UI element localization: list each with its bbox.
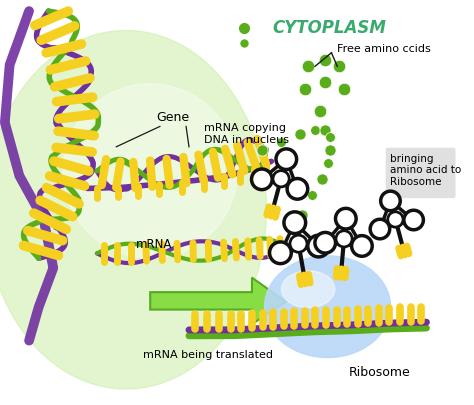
Circle shape (352, 236, 372, 256)
Text: mRNA: mRNA (136, 238, 172, 251)
FancyBboxPatch shape (386, 148, 456, 198)
Text: mRNA copying
DNA in nucleus: mRNA copying DNA in nucleus (203, 124, 289, 145)
Circle shape (370, 219, 390, 239)
Text: CYTOPLASM: CYTOPLASM (273, 19, 386, 36)
Text: Gene: Gene (156, 111, 189, 124)
Circle shape (273, 171, 289, 187)
Circle shape (336, 208, 356, 229)
Text: Ribosome: Ribosome (349, 366, 410, 379)
Circle shape (284, 212, 306, 234)
Text: mRNA being translated: mRNA being translated (144, 350, 273, 360)
Ellipse shape (282, 271, 335, 308)
Circle shape (270, 242, 291, 264)
Circle shape (404, 210, 423, 230)
Circle shape (308, 235, 329, 257)
Circle shape (276, 149, 297, 170)
Polygon shape (150, 277, 286, 324)
Circle shape (336, 231, 352, 247)
Circle shape (290, 235, 307, 252)
Text: bringing
amino acid to
Ribosome: bringing amino acid to Ribosome (390, 153, 461, 187)
Circle shape (252, 169, 272, 190)
Circle shape (315, 232, 336, 253)
Circle shape (381, 191, 400, 211)
Circle shape (287, 179, 308, 199)
Ellipse shape (264, 256, 391, 358)
Ellipse shape (63, 84, 237, 258)
Circle shape (388, 212, 403, 227)
Ellipse shape (0, 30, 266, 389)
Text: Free amino ccids: Free amino ccids (337, 44, 431, 54)
